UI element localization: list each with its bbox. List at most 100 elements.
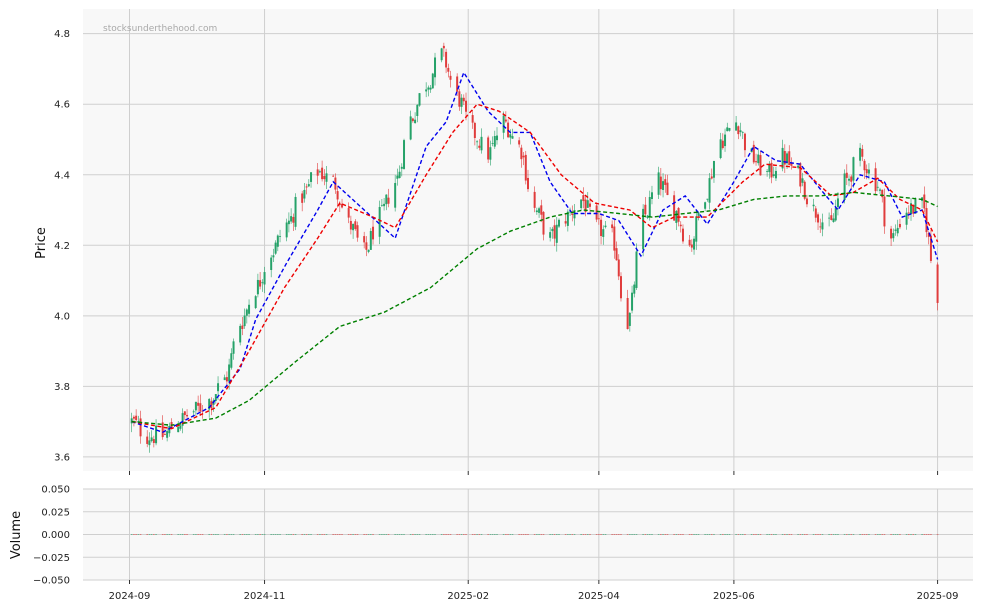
candle-body	[394, 182, 397, 208]
volume-bar	[677, 534, 680, 535]
volume-bar	[852, 534, 855, 535]
volume-bar	[832, 534, 835, 535]
candle-body	[493, 136, 496, 147]
volume-y-tick-label: 0.025	[41, 507, 70, 518]
volume-bar	[821, 534, 824, 535]
candle-body	[569, 211, 572, 213]
volume-bar	[456, 534, 458, 535]
volume-bar	[673, 534, 675, 535]
volume-bar	[846, 534, 848, 535]
volume-bar	[890, 534, 892, 535]
candle-body	[648, 197, 651, 218]
volume-bar	[755, 534, 757, 535]
candle-body	[509, 134, 512, 138]
volume-bar	[199, 534, 202, 535]
volume-bar	[164, 534, 166, 535]
volume-bar	[195, 534, 197, 535]
candle-body	[597, 218, 600, 220]
volume-bar	[757, 534, 760, 535]
volume-bar	[865, 534, 868, 535]
candle-body	[737, 126, 740, 135]
candle-body	[230, 353, 233, 368]
candle-body	[743, 133, 746, 151]
candle-body	[635, 251, 638, 288]
candle-body	[681, 228, 684, 242]
volume-bar	[927, 534, 930, 535]
volume-bar	[223, 534, 226, 535]
candle-body	[307, 184, 310, 187]
candle-body	[861, 148, 864, 157]
candle-body	[431, 73, 434, 89]
volume-bar	[569, 534, 571, 535]
volume-bar	[135, 534, 137, 535]
volume-bar	[445, 534, 447, 535]
volume-bar	[750, 534, 753, 535]
volume-bar	[766, 534, 768, 535]
volume-bar	[440, 534, 443, 535]
candle-body	[372, 226, 375, 240]
volume-bar	[248, 534, 250, 535]
candle-body	[910, 203, 913, 214]
candle-body	[865, 169, 868, 174]
x-tick-label: 2025-04	[578, 591, 620, 602]
volume-bar	[921, 534, 923, 535]
candle-body	[522, 155, 525, 158]
volume-bar	[226, 534, 228, 535]
volume-bar	[363, 534, 365, 535]
volume-bar	[334, 534, 337, 535]
candle-body	[768, 163, 771, 173]
price-y-tick-label: 4.4	[54, 170, 70, 181]
volume-bar	[788, 534, 791, 535]
candle-body	[217, 383, 220, 392]
volume-bar	[370, 534, 372, 535]
volume-bar	[425, 534, 427, 535]
candle-body	[819, 226, 822, 228]
volume-bar	[274, 534, 277, 535]
volume-bar	[553, 534, 556, 535]
candle-body	[301, 193, 304, 203]
volume-bar	[354, 534, 357, 535]
candle-body	[677, 207, 680, 222]
price-panel	[83, 9, 973, 471]
volume-bar	[259, 534, 261, 535]
volume-bar	[580, 534, 582, 535]
volume-bar	[815, 534, 817, 535]
volume-bar	[139, 534, 142, 535]
candle-body	[520, 147, 523, 160]
candle-body	[425, 89, 428, 92]
candle-body	[447, 67, 450, 72]
volume-bar	[651, 534, 653, 535]
candle-body	[274, 242, 277, 254]
candle-body	[378, 206, 381, 237]
candle-body	[478, 145, 481, 148]
volume-bar	[341, 534, 343, 535]
volume-bar	[635, 534, 638, 535]
candle-body	[341, 203, 344, 208]
candle-body	[276, 235, 279, 247]
candle-body	[228, 364, 231, 382]
candle-body	[256, 279, 259, 295]
price-y-tick-label: 3.8	[54, 382, 70, 393]
volume-bar	[648, 534, 651, 535]
watermark-text: stocksunderthehood.com	[103, 24, 217, 34]
candle-body	[259, 280, 262, 287]
candle-body	[549, 232, 552, 238]
volume-bar	[323, 534, 326, 535]
candle-body	[642, 208, 645, 250]
candle-body	[852, 157, 855, 181]
volume-bar	[148, 534, 151, 535]
volume-bar	[868, 534, 870, 535]
candle-body	[580, 199, 583, 209]
candle-body	[890, 228, 893, 239]
volume-bar	[772, 534, 775, 535]
candle-body	[527, 177, 529, 190]
volume-bar	[602, 534, 605, 535]
volume-bar	[347, 534, 350, 535]
candle-body	[383, 203, 386, 207]
candle-body	[380, 204, 383, 206]
volume-bar	[496, 534, 498, 535]
volume-bar	[524, 534, 527, 535]
candle-body	[566, 211, 569, 226]
candle-body	[741, 131, 744, 133]
volume-bar	[837, 534, 839, 535]
